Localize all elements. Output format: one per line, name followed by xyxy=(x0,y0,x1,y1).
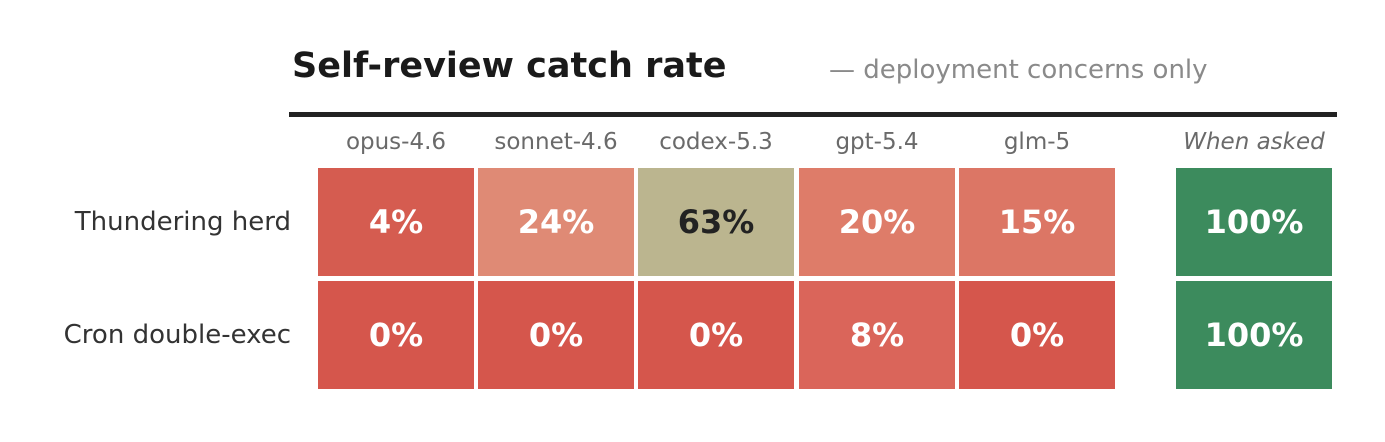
row-label: Thundering herd xyxy=(74,207,291,237)
row-label: Cron double-exec xyxy=(63,320,291,350)
title-rule xyxy=(289,112,1337,117)
heatmap-cell: 63% xyxy=(638,168,794,276)
column-header-when-asked: When asked xyxy=(1183,129,1325,155)
column-header: codex-5.3 xyxy=(659,129,773,155)
column-header: opus-4.6 xyxy=(345,129,447,155)
heatmap-cell-when-asked: 100% xyxy=(1176,168,1332,276)
heatmap-cell: 15% xyxy=(959,168,1115,276)
chart-subtitle: — deployment concerns only xyxy=(829,55,1208,85)
heatmap-cell: 24% xyxy=(478,168,634,276)
column-header: glm-5 xyxy=(1003,129,1071,155)
heatmap-cell: 20% xyxy=(799,168,955,276)
heatmap-cell: 0% xyxy=(638,281,794,389)
heatmap-cell-when-asked: 100% xyxy=(1176,281,1332,389)
chart-title: Self-review catch rate xyxy=(292,46,727,86)
heatmap-cell: 0% xyxy=(318,281,474,389)
heatmap-cell: 0% xyxy=(478,281,634,389)
column-header: sonnet-4.6 xyxy=(494,129,618,155)
heatmap-cell: 8% xyxy=(799,281,955,389)
heatmap-cell: 4% xyxy=(318,168,474,276)
column-header: gpt-5.4 xyxy=(835,129,919,155)
heatmap-cell: 0% xyxy=(959,281,1115,389)
